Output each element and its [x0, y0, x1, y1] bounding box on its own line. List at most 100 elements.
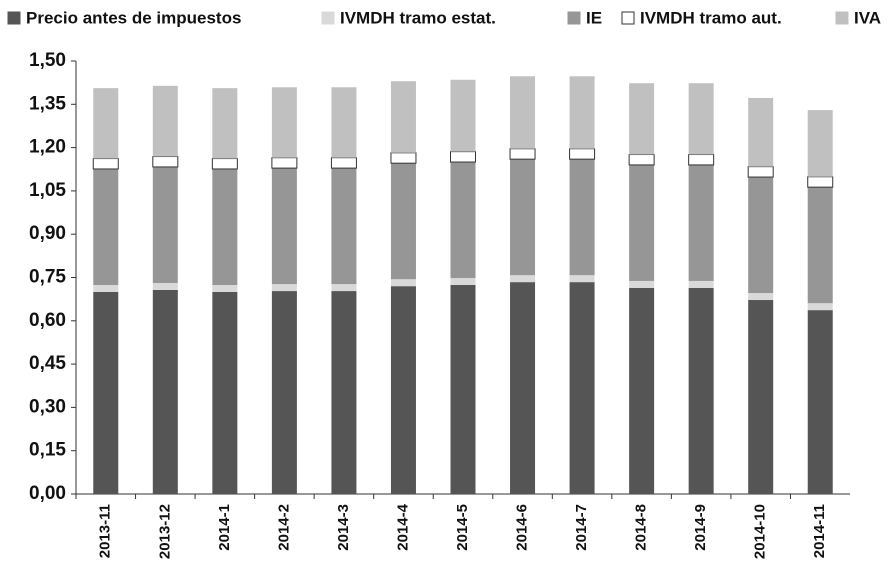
y-tick-label: 1,20 — [29, 137, 66, 158]
bar-segment — [271, 157, 298, 169]
bar-segment — [390, 81, 416, 153]
bar-segment — [271, 87, 297, 158]
bar-segment — [390, 163, 416, 280]
bar-segment — [450, 162, 476, 279]
bar-segment — [748, 300, 774, 494]
x-tick-label: 2014-9 — [692, 504, 709, 551]
bar-segment — [93, 88, 119, 159]
bar-segment — [807, 303, 833, 311]
x-tick-label: 2014-11 — [811, 504, 828, 558]
legend-label: Precio antes de impuestos — [26, 8, 241, 27]
bar-segment — [748, 293, 774, 301]
bar-segment — [629, 83, 655, 155]
y-tick-label: 1,50 — [29, 50, 66, 71]
bar-segment — [212, 285, 238, 292]
bar-segment — [807, 110, 833, 177]
bar-segment — [331, 87, 357, 158]
x-tick-label: 2014-3 — [335, 504, 352, 551]
bar-segment — [212, 168, 238, 286]
bar-segment — [510, 282, 536, 494]
bar-segment — [93, 291, 119, 494]
bar-segment — [688, 164, 714, 281]
bar-segment — [807, 176, 834, 188]
bar-segment — [450, 278, 476, 286]
x-tick-label: 2014-5 — [454, 504, 471, 551]
bar-segment — [509, 148, 536, 160]
legend-label: IVA — [854, 8, 881, 27]
legend-label: IVMDH tramo aut. — [640, 8, 782, 27]
bar-segment — [330, 157, 357, 169]
bar-segment — [450, 151, 476, 163]
bar-segment — [569, 148, 596, 160]
y-tick-label: 0,60 — [29, 310, 66, 331]
bar-segment — [807, 187, 833, 304]
bar-segment — [211, 158, 238, 170]
bar-segment — [688, 83, 714, 155]
legend-label: IVMDH tramo estat. — [340, 8, 496, 27]
bar-segment — [748, 97, 774, 167]
bar-segment — [152, 156, 179, 168]
bar-segment — [569, 282, 595, 494]
bar-segment — [93, 168, 119, 286]
legend-swatch — [7, 11, 21, 25]
bar-segment — [510, 275, 536, 283]
bar-segment — [390, 286, 416, 494]
x-tick-label: 2014-8 — [633, 504, 650, 551]
legend-swatch — [321, 11, 335, 25]
x-tick-label: 2014-7 — [573, 504, 590, 551]
bar-segment — [569, 76, 595, 149]
bar-segment — [331, 291, 357, 494]
bar-segment — [152, 289, 178, 494]
bar-segment — [152, 85, 178, 157]
x-tick-label: 2013-11 — [97, 504, 114, 558]
y-tick-label: 0,00 — [29, 483, 66, 504]
bar-segment — [271, 168, 297, 285]
bar-segment — [331, 168, 357, 285]
bar-segment — [271, 284, 297, 292]
y-tick-label: 0,30 — [29, 396, 66, 417]
y-tick-label: 0,75 — [29, 267, 66, 288]
bar-segment — [688, 154, 715, 166]
bar-segment — [152, 282, 178, 290]
bar-segment — [390, 279, 416, 287]
y-tick-label: 0,45 — [29, 353, 66, 374]
bar-segment — [390, 152, 417, 164]
bar-segment — [212, 88, 238, 159]
x-tick-label: 2014-2 — [275, 504, 292, 551]
y-tick-label: 1,05 — [29, 180, 66, 201]
bar-segment — [748, 177, 774, 294]
legend-label: IE — [586, 8, 602, 27]
bar-segment — [569, 275, 595, 283]
bar-segment — [807, 310, 833, 494]
y-tick-label: 0,90 — [29, 223, 66, 244]
x-tick-label: 2014-4 — [394, 503, 411, 550]
bar-segment — [747, 166, 774, 178]
x-tick-label: 2014-1 — [216, 504, 233, 551]
bar-segment — [688, 280, 714, 288]
bar-segment — [629, 164, 655, 281]
bar-segment — [152, 166, 178, 283]
bar-segment — [688, 287, 714, 494]
bar-segment — [510, 76, 536, 149]
x-tick-label: 2014-10 — [752, 504, 769, 559]
x-tick-label: 2014-6 — [514, 504, 531, 551]
bar-segment — [92, 158, 119, 170]
bar-segment — [510, 159, 536, 276]
legend-swatch — [621, 11, 635, 25]
bar-segment — [628, 154, 655, 166]
y-tick-label: 0,15 — [29, 440, 66, 461]
bar-segment — [93, 285, 119, 292]
bar-segment — [331, 284, 357, 292]
bar-segment — [450, 79, 476, 152]
bar-segment — [450, 285, 476, 494]
bar-segment — [629, 280, 655, 288]
bar-segment — [212, 291, 238, 494]
bar-segment — [629, 287, 655, 494]
legend-swatch — [567, 11, 581, 25]
bar-segment — [569, 159, 595, 276]
legend-swatch — [835, 11, 849, 25]
y-tick-label: 1,35 — [29, 93, 66, 114]
bar-segment — [271, 291, 297, 494]
x-tick-label: 2013-12 — [156, 504, 173, 559]
